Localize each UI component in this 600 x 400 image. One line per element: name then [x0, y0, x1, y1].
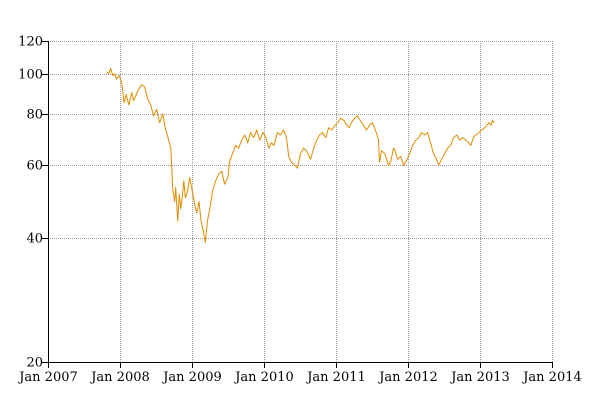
- series-group: [106, 67, 495, 243]
- y-tick-label-80: 80: [26, 108, 43, 123]
- x-tick-label-6: Jan 2013: [449, 370, 510, 385]
- x-tick-labels: Jan 2007 Jan 2008 Jan 2009 Jan 2010 Jan 2011…: [17, 370, 582, 385]
- x-tick-label-4: Jan 2011: [305, 370, 366, 385]
- gridlines: [42, 41, 553, 368]
- y-tick-label-60: 60: [26, 159, 43, 174]
- axes: [42, 41, 552, 368]
- y-tick-label-120: 120: [18, 35, 43, 50]
- y-tick-label-40: 40: [26, 232, 43, 247]
- x-tick-label-0: Jan 2007: [17, 370, 78, 385]
- x-tick-label-1: Jan 2008: [89, 370, 150, 385]
- y-tick-labels: 20 40 60 80 100 120: [18, 35, 43, 371]
- x-tick-label-7: Jan 2014: [521, 370, 582, 385]
- y-tick-label-100: 100: [18, 68, 43, 83]
- y-tick-label-20: 20: [26, 356, 43, 371]
- x-tick-label-3: Jan 2010: [233, 370, 294, 385]
- x-tick-label-2: Jan 2009: [161, 370, 222, 385]
- series-line-0: [106, 67, 495, 243]
- x-tick-label-5: Jan 2012: [377, 370, 438, 385]
